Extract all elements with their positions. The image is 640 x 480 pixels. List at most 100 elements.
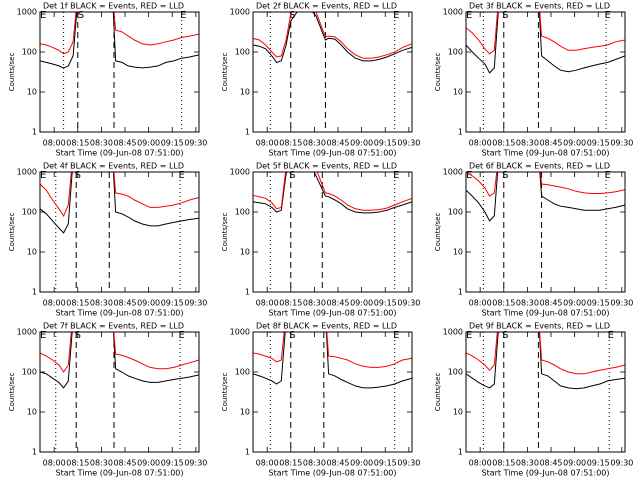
x-tick-label: 08:30	[303, 139, 326, 148]
annotation: E	[466, 170, 472, 181]
y-axis-label: Counts/sec	[221, 213, 229, 252]
y-tick-label: 1	[32, 288, 37, 297]
series-group	[253, 332, 412, 389]
chart-title: Det 2f BLACK = Events, RED = LLD	[256, 2, 397, 11]
x-tick-label: 09:30	[397, 139, 420, 148]
annotation: S	[289, 330, 295, 341]
x-tick-label: 09:30	[610, 139, 633, 148]
x-tick-label: 08:00	[469, 299, 492, 308]
panel: Det 4f BLACK = Events, RED = LLD 1 10 100 10…	[8, 162, 207, 318]
x-tick-label: 08:15	[492, 299, 515, 308]
y-tick-label: 1	[32, 128, 37, 137]
x-tick-label: 09:15	[374, 299, 397, 308]
plot-frame	[39, 11, 200, 133]
x-tick-label: 09:15	[374, 459, 397, 468]
plot-frame	[252, 171, 413, 293]
x-axis-label: Start Time (09-Jun-08 07:51:00)	[269, 149, 397, 158]
y-axis-label: Counts/sec	[434, 53, 442, 92]
y-tick-label: 10	[240, 408, 250, 417]
y-axis-label: Counts/sec	[8, 373, 16, 412]
series-line	[253, 12, 412, 59]
y-tick-label: 1	[245, 128, 250, 137]
x-tick-label: 09:15	[161, 139, 184, 148]
series-line	[466, 172, 625, 222]
series-line	[40, 12, 199, 55]
annotation: S	[75, 330, 81, 341]
chart-title: Det 6f BLACK = Events, RED = LLD	[469, 162, 610, 171]
x-axis-label: Start Time (09-Jun-08 07:51:00)	[482, 309, 610, 318]
panel: Det 6f BLACK = Events, RED = LLD 1 10 100 10…	[434, 162, 633, 318]
annotation: E	[466, 10, 472, 21]
x-axis-label: Start Time (09-Jun-08 07:51:00)	[56, 469, 184, 478]
annotation: E	[40, 170, 46, 181]
x-tick-label: 08:15	[492, 459, 515, 468]
series-group	[466, 332, 625, 390]
y-tick-label: 1	[458, 128, 463, 137]
plot-frame	[465, 171, 626, 293]
x-axis-label: Start Time (09-Jun-08 07:51:00)	[482, 149, 610, 158]
y-tick-label: 10	[240, 248, 250, 257]
x-axis-label: Start Time (09-Jun-08 07:51:00)	[56, 149, 184, 158]
x-tick-label: 09:00	[350, 139, 373, 148]
series-line	[40, 172, 199, 234]
y-tick-label: 1000	[230, 168, 250, 177]
annotation: E	[393, 170, 399, 181]
series-line	[40, 12, 199, 69]
x-axis-label: Start Time (09-Jun-08 07:51:00)	[269, 469, 397, 478]
y-axis-label: Counts/sec	[434, 373, 442, 412]
x-tick-label: 08:30	[303, 459, 326, 468]
y-axis-label: Counts/sec	[8, 213, 16, 252]
annotation: E	[605, 170, 611, 181]
annotation: S	[75, 170, 81, 181]
series-line	[466, 12, 625, 55]
annotation: E	[608, 330, 614, 341]
x-axis-label: Start Time (09-Jun-08 07:51:00)	[482, 469, 610, 478]
series-group	[40, 12, 199, 69]
y-axis-label: Counts/sec	[221, 53, 229, 92]
y-tick-label: 10	[240, 88, 250, 97]
plot-frame	[465, 331, 626, 453]
series-line	[253, 172, 412, 214]
x-tick-label: 08:15	[279, 139, 302, 148]
chart-title: Det 5f BLACK = Events, RED = LLD	[256, 162, 397, 171]
y-tick-label: 100	[448, 368, 463, 377]
series-group	[253, 12, 412, 63]
x-tick-label: 09:15	[161, 459, 184, 468]
y-tick-label: 1000	[443, 328, 463, 337]
x-tick-label: 09:30	[610, 459, 633, 468]
y-tick-label: 1000	[230, 8, 250, 17]
y-tick-label: 10	[27, 248, 37, 257]
x-tick-label: 09:30	[610, 299, 633, 308]
x-tick-label: 08:00	[43, 299, 66, 308]
x-tick-label: 09:00	[350, 459, 373, 468]
x-tick-label: 08:45	[326, 459, 349, 468]
x-tick-label: 09:00	[137, 299, 160, 308]
x-tick-label: 08:45	[113, 299, 136, 308]
chart-title: Det 9f BLACK = Events, RED = LLD	[469, 322, 610, 331]
x-tick-label: 08:45	[113, 139, 136, 148]
annotation: S	[289, 10, 295, 21]
x-tick-label: 08:45	[539, 299, 562, 308]
x-tick-label: 09:30	[184, 299, 207, 308]
x-tick-label: 08:30	[516, 139, 539, 148]
annotation: S	[289, 170, 295, 181]
y-tick-label: 100	[448, 208, 463, 217]
x-tick-label: 08:30	[90, 459, 113, 468]
y-tick-label: 100	[22, 368, 37, 377]
x-tick-label: 08:45	[113, 459, 136, 468]
x-tick-label: 08:45	[539, 139, 562, 148]
x-tick-label: 08:15	[66, 139, 89, 148]
series-line	[253, 172, 412, 211]
x-tick-label: 08:30	[90, 299, 113, 308]
y-tick-label: 100	[448, 48, 463, 57]
y-tick-label: 1	[458, 288, 463, 297]
x-tick-label: 08:00	[43, 139, 66, 148]
x-tick-label: 08:15	[279, 459, 302, 468]
series-line	[40, 172, 199, 217]
chart-title: Det 8f BLACK = Events, RED = LLD	[256, 322, 397, 331]
y-tick-label: 1000	[17, 8, 37, 17]
y-tick-label: 1000	[17, 328, 37, 337]
x-tick-label: 08:00	[256, 299, 279, 308]
